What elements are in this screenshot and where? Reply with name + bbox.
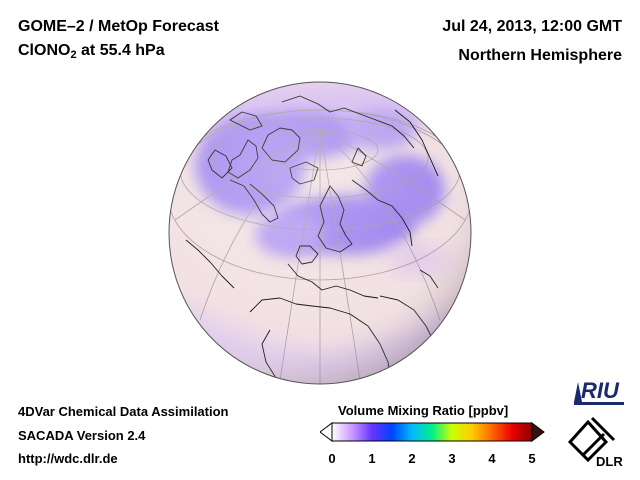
- dlr-logo-text: DLR: [596, 454, 623, 468]
- footer-version: SACADA Version 2.4: [18, 428, 146, 443]
- colorbar-tick-5: 5: [528, 451, 536, 466]
- species-prefix: ClONO: [18, 42, 71, 59]
- dlr-logo: DLR: [567, 416, 623, 468]
- colorbar-tick-4: 4: [488, 451, 496, 466]
- footer-assimilation: 4DVar Chemical Data Assimilation: [18, 404, 229, 419]
- product-title: GOME–2 / MetOp Forecast: [18, 18, 219, 35]
- colorbar-tick-0: 0: [328, 451, 336, 466]
- colorbar-tick-3: 3: [448, 451, 456, 466]
- globe-map: [168, 81, 472, 385]
- species-subscript: 2: [70, 49, 77, 61]
- region-label: Northern Hemisphere: [458, 47, 622, 64]
- species-suffix: at 55.4 hPa: [76, 42, 165, 59]
- colorbar-title: Volume Mixing Ratio [ppbv]: [338, 403, 509, 418]
- riu-logo-text: RIU: [581, 378, 620, 403]
- colorbar-tick-2: 2: [408, 451, 416, 466]
- forecast-datetime: Jul 24, 2013, 12:00 GMT: [442, 18, 622, 35]
- colorbar-low-arrow: [320, 422, 333, 442]
- colorbar-gradient: [331, 422, 533, 442]
- footer-url[interactable]: http://wdc.dlr.de: [18, 451, 118, 466]
- colorbar: [320, 422, 545, 442]
- globe-outline: [168, 81, 472, 385]
- colorbar-tick-1: 1: [368, 451, 376, 466]
- colorbar-high-arrow: [531, 422, 545, 442]
- species-label: ClONO2 at 55.4 hPa: [18, 42, 165, 61]
- riu-logo: RIU: [574, 378, 624, 405]
